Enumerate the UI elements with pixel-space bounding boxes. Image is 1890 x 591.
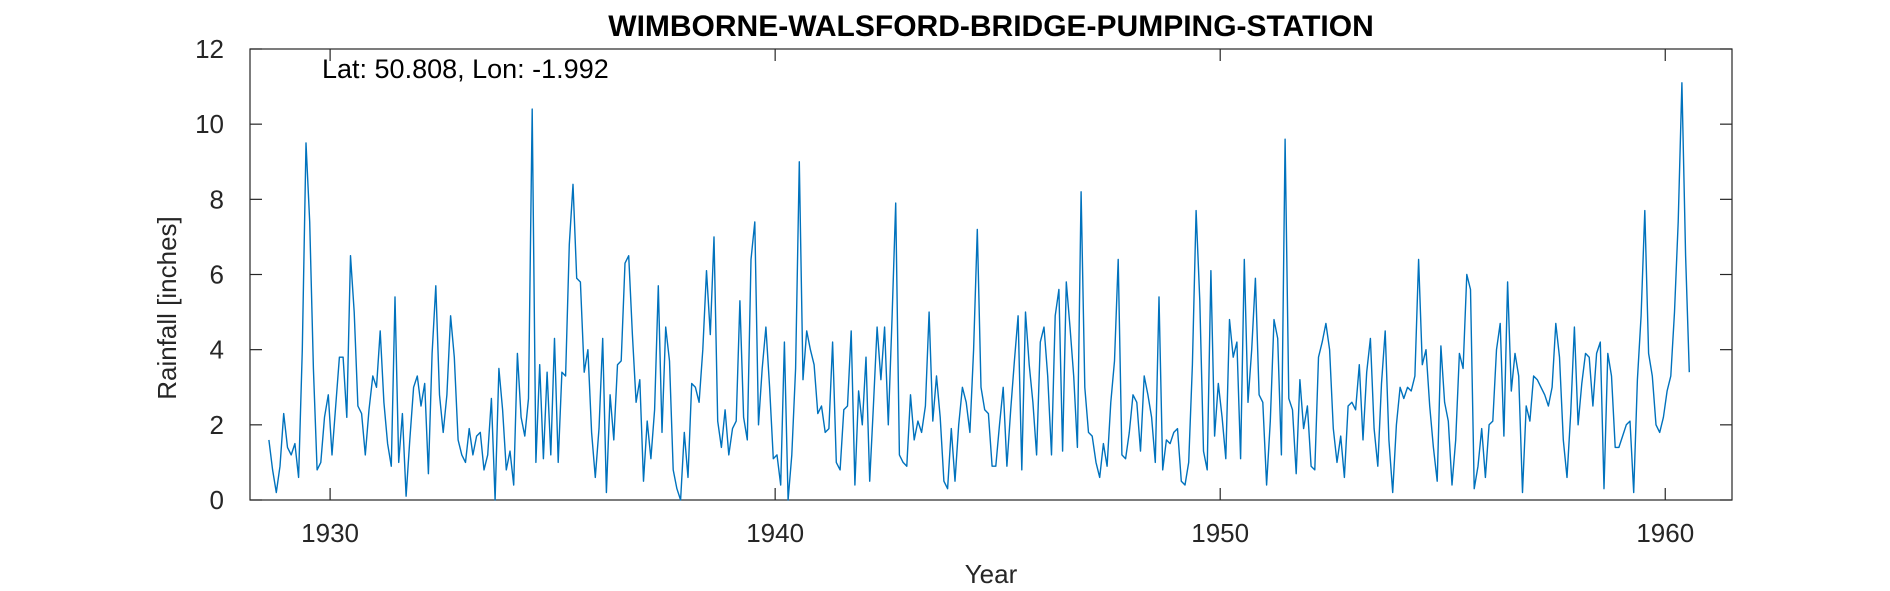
y-tick-label: 10 <box>195 109 224 139</box>
x-tick-label: 1950 <box>1191 518 1249 548</box>
y-tick-label: 2 <box>210 410 224 440</box>
x-tick-label: 1960 <box>1636 518 1694 548</box>
x-axis-label: Year <box>965 559 1018 589</box>
y-tick-label: 4 <box>210 335 224 365</box>
y-tick-label: 6 <box>210 260 224 290</box>
y-tick-label: 12 <box>195 34 224 64</box>
rainfall-series-line <box>268 82 1690 501</box>
tick-group: 1930 1940 1950 1960 0 2 4 6 8 10 12 <box>195 34 1732 548</box>
y-tick-label: 8 <box>210 184 224 214</box>
y-tick-label: 0 <box>210 485 224 515</box>
x-tick-label: 1940 <box>746 518 804 548</box>
x-tick-label: 1930 <box>301 518 359 548</box>
location-annotation: Lat: 50.808, Lon: -1.992 <box>322 54 609 84</box>
y-axis-label: Rainfall [inches] <box>152 216 182 400</box>
chart-title: WIMBORNE-WALSFORD-BRIDGE-PUMPING-STATION <box>608 10 1373 43</box>
